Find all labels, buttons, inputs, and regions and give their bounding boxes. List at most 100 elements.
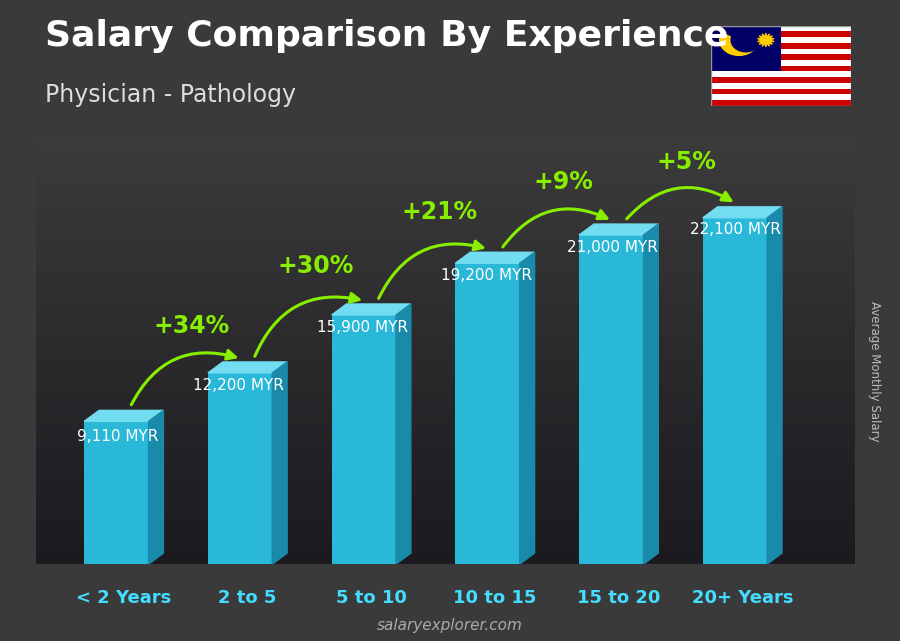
Text: Physician - Pathology: Physician - Pathology [45,83,296,107]
Bar [36,302,855,306]
Bar [36,234,855,238]
Bar [36,162,855,167]
Bar [36,353,855,357]
Bar [36,310,855,315]
Bar [711,49,850,54]
Bar [36,560,855,564]
Bar [711,77,850,83]
Bar [36,403,855,408]
Text: Salary Comparison By Experience: Salary Comparison By Experience [45,19,728,53]
Text: +21%: +21% [401,200,477,224]
Bar [36,484,855,488]
Bar [332,315,396,564]
Bar [36,517,855,522]
Bar [579,235,644,564]
Bar [36,488,855,492]
Polygon shape [644,224,658,564]
Bar [36,263,855,268]
Bar [703,218,767,564]
Bar [36,268,855,272]
Bar [36,192,855,196]
Text: 15,900 MYR: 15,900 MYR [317,320,408,335]
Bar [36,221,855,226]
Bar [208,373,273,564]
Bar [36,433,855,437]
Bar [36,171,855,175]
Text: 21,000 MYR: 21,000 MYR [567,240,658,254]
Bar [36,167,855,171]
Polygon shape [148,410,164,564]
Bar [36,399,855,403]
Polygon shape [208,362,287,373]
Bar [36,420,855,424]
Text: +30%: +30% [277,254,354,278]
Bar [36,424,855,429]
Bar [36,463,855,467]
Bar [36,408,855,412]
Bar [36,340,855,344]
Bar [711,88,850,94]
Bar [36,285,855,289]
Polygon shape [703,207,782,218]
Text: Average Monthly Salary: Average Monthly Salary [868,301,881,442]
Text: +9%: +9% [533,169,593,194]
Bar [36,475,855,479]
Bar [36,412,855,416]
Bar [36,501,855,505]
Bar [36,146,855,149]
Text: 2 to 5: 2 to 5 [219,589,276,607]
Bar [36,213,855,217]
Bar [36,395,855,399]
Bar [36,429,855,433]
Bar [711,100,850,106]
Bar [36,547,855,551]
Bar [36,272,855,276]
Bar [36,251,855,255]
Bar [36,535,855,538]
Bar [711,65,850,71]
Bar [711,83,850,88]
Bar [36,369,855,374]
Bar [36,442,855,445]
Bar [36,188,855,192]
Bar [36,247,855,251]
Bar [36,467,855,471]
Bar [711,31,850,37]
Bar [36,387,855,390]
Polygon shape [396,304,411,564]
Bar [36,209,855,213]
Bar [36,505,855,509]
Bar [36,437,855,442]
Bar [36,492,855,496]
Bar [36,276,855,281]
Bar [711,94,850,100]
Bar [36,365,855,369]
Bar [36,348,855,353]
Bar [36,543,855,547]
Bar [36,538,855,543]
Bar [36,530,855,535]
Bar [711,37,850,43]
Bar [711,60,850,65]
Bar [36,522,855,526]
Bar [36,217,855,221]
Bar [36,336,855,340]
Polygon shape [332,304,411,315]
Bar [36,196,855,200]
Bar [36,200,855,204]
Bar [36,294,855,297]
Bar [36,260,855,263]
Bar [36,289,855,294]
Text: 15 to 20: 15 to 20 [577,589,661,607]
Bar [36,344,855,348]
Polygon shape [519,253,535,564]
Bar [36,175,855,179]
Bar [36,357,855,361]
Bar [36,179,855,183]
Bar [36,509,855,513]
Bar [36,479,855,484]
Bar [36,315,855,319]
Text: 12,200 MYR: 12,200 MYR [194,378,284,393]
Text: +5%: +5% [657,150,716,174]
Bar [711,71,850,77]
